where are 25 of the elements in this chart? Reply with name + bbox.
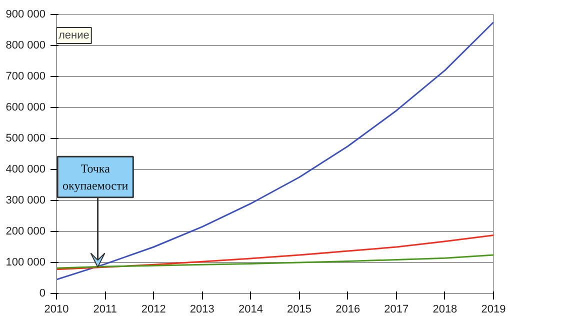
annotation: Точка окупаемости xyxy=(62,162,129,192)
y-tick-label: 900 000 xyxy=(6,8,46,20)
x-tick-label: 2013 xyxy=(190,304,214,316)
x-tick-label: 2012 xyxy=(141,304,166,316)
y-tick-label: 600 000 xyxy=(6,102,46,114)
line-series xyxy=(56,22,494,280)
y-tick-label: 0 xyxy=(39,288,46,300)
x-tick-label: 2016 xyxy=(336,304,360,316)
annotation: ление xyxy=(58,30,90,42)
x-tick-label: 2014 xyxy=(238,304,263,316)
y-tick-label: 500 000 xyxy=(6,132,46,144)
y-tick-label: 200 000 xyxy=(6,226,46,238)
x-tick-label: 2011 xyxy=(93,304,117,316)
line-series xyxy=(56,254,494,269)
x-tick-label: 2019 xyxy=(481,304,506,316)
x-tick-label: 2018 xyxy=(432,304,458,316)
y-tick-label: 100 000 xyxy=(6,256,46,268)
x-tick-label: 2015 xyxy=(287,304,312,316)
y-tick-label: 700 000 xyxy=(6,70,46,82)
y-tick-label: 400 000 xyxy=(6,164,46,176)
x-tick-label: 2010 xyxy=(44,304,69,316)
y-tick-label: 800 000 xyxy=(6,40,46,52)
x-tick-label: 2017 xyxy=(384,304,409,316)
y-tick-label: 300 000 xyxy=(6,194,46,206)
line-series xyxy=(56,234,494,270)
